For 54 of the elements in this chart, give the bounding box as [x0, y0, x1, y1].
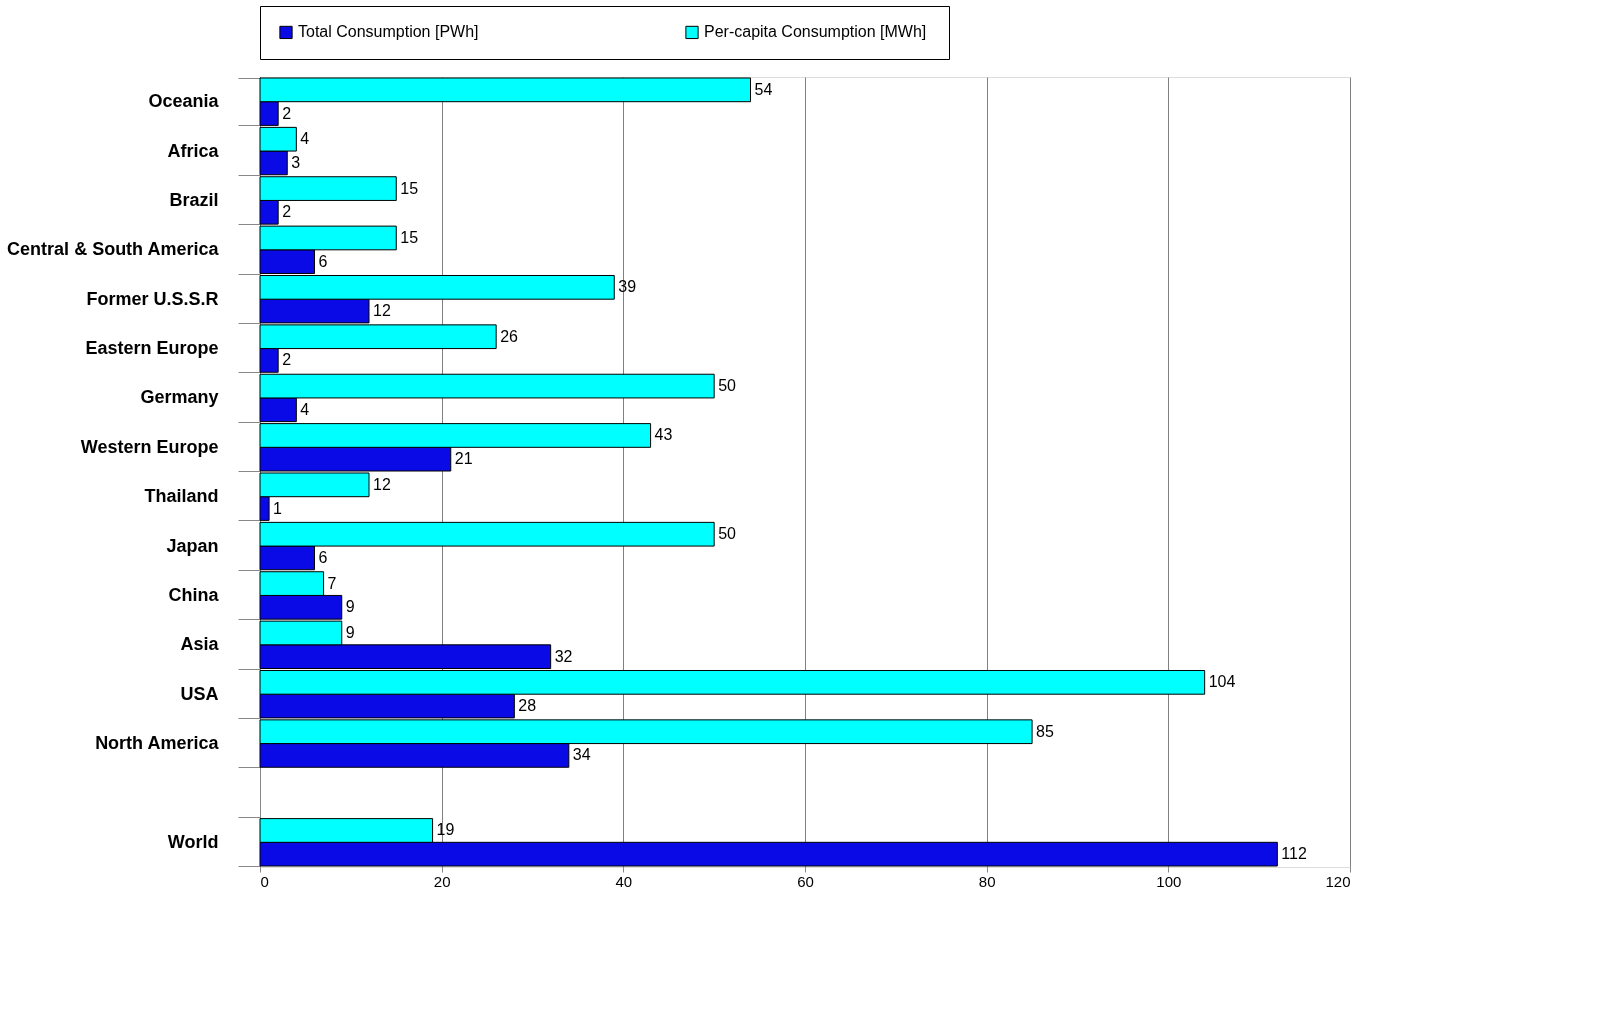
- x-tick-label: 0: [260, 872, 269, 890]
- y-tick-label: Central & South America: [7, 239, 220, 260]
- y-tick-label: Japan: [166, 535, 219, 556]
- y-tick-label: North America: [95, 733, 220, 754]
- y-tick-label: Eastern Europe: [85, 338, 219, 359]
- y-tick-label: Asia: [180, 634, 220, 655]
- y-tick-label: Thailand: [144, 486, 219, 507]
- y-tick-label: Africa: [167, 140, 220, 161]
- y-tick-label: China: [168, 584, 220, 605]
- x-tick-label: 60: [797, 872, 814, 890]
- data-label: 4: [300, 400, 310, 418]
- data-label: 19: [436, 821, 455, 839]
- x-tick-label: 40: [615, 872, 633, 890]
- y-tick-label: Germany: [140, 387, 219, 408]
- y-tick-label: Oceania: [148, 91, 220, 112]
- data-label: 3: [291, 153, 301, 171]
- data-label: 15: [400, 228, 419, 246]
- y-tick-label: World: [167, 831, 219, 852]
- data-label: 43: [654, 426, 673, 444]
- x-tick-label: 120: [1325, 872, 1351, 890]
- y-tick-label: USA: [180, 683, 219, 704]
- data-label: 28: [518, 697, 537, 715]
- data-label: 7: [327, 574, 337, 592]
- data-label: 6: [318, 252, 328, 270]
- y-tick-label: Former U.S.S.R: [86, 288, 219, 309]
- data-label: 12: [373, 475, 391, 493]
- data-label: 12: [373, 302, 391, 320]
- data-label: 15: [400, 179, 419, 197]
- data-label: 2: [282, 104, 292, 122]
- data-label: 50: [718, 525, 737, 543]
- legend-label: Per-capita Consumption [MWh]: [704, 23, 927, 41]
- data-label: 32: [554, 647, 573, 665]
- y-tick-label: Brazil: [169, 189, 219, 210]
- data-label: 6: [318, 548, 328, 566]
- data-label: 1: [273, 499, 283, 517]
- data-label: 9: [345, 598, 355, 616]
- x-tick-label: 80: [978, 872, 996, 890]
- data-label: 34: [572, 746, 591, 764]
- data-label: 39: [618, 278, 637, 296]
- data-label: 54: [754, 80, 773, 98]
- x-tick-label: 20: [433, 872, 451, 890]
- data-label: 2: [282, 351, 292, 369]
- data-label: 21: [454, 450, 473, 468]
- data-label: 85: [1036, 722, 1054, 740]
- data-label: 9: [345, 623, 355, 641]
- y-tick-label: Western Europe: [80, 436, 219, 457]
- data-label: 2: [282, 203, 292, 221]
- data-label: 112: [1281, 845, 1307, 863]
- data-label: 104: [1208, 673, 1236, 691]
- data-label: 50: [718, 377, 737, 395]
- data-label: 4: [300, 130, 310, 148]
- legend-label: Total Consumption [PWh]: [298, 23, 479, 41]
- data-label: 26: [500, 327, 519, 345]
- x-tick-label: 100: [1156, 872, 1182, 890]
